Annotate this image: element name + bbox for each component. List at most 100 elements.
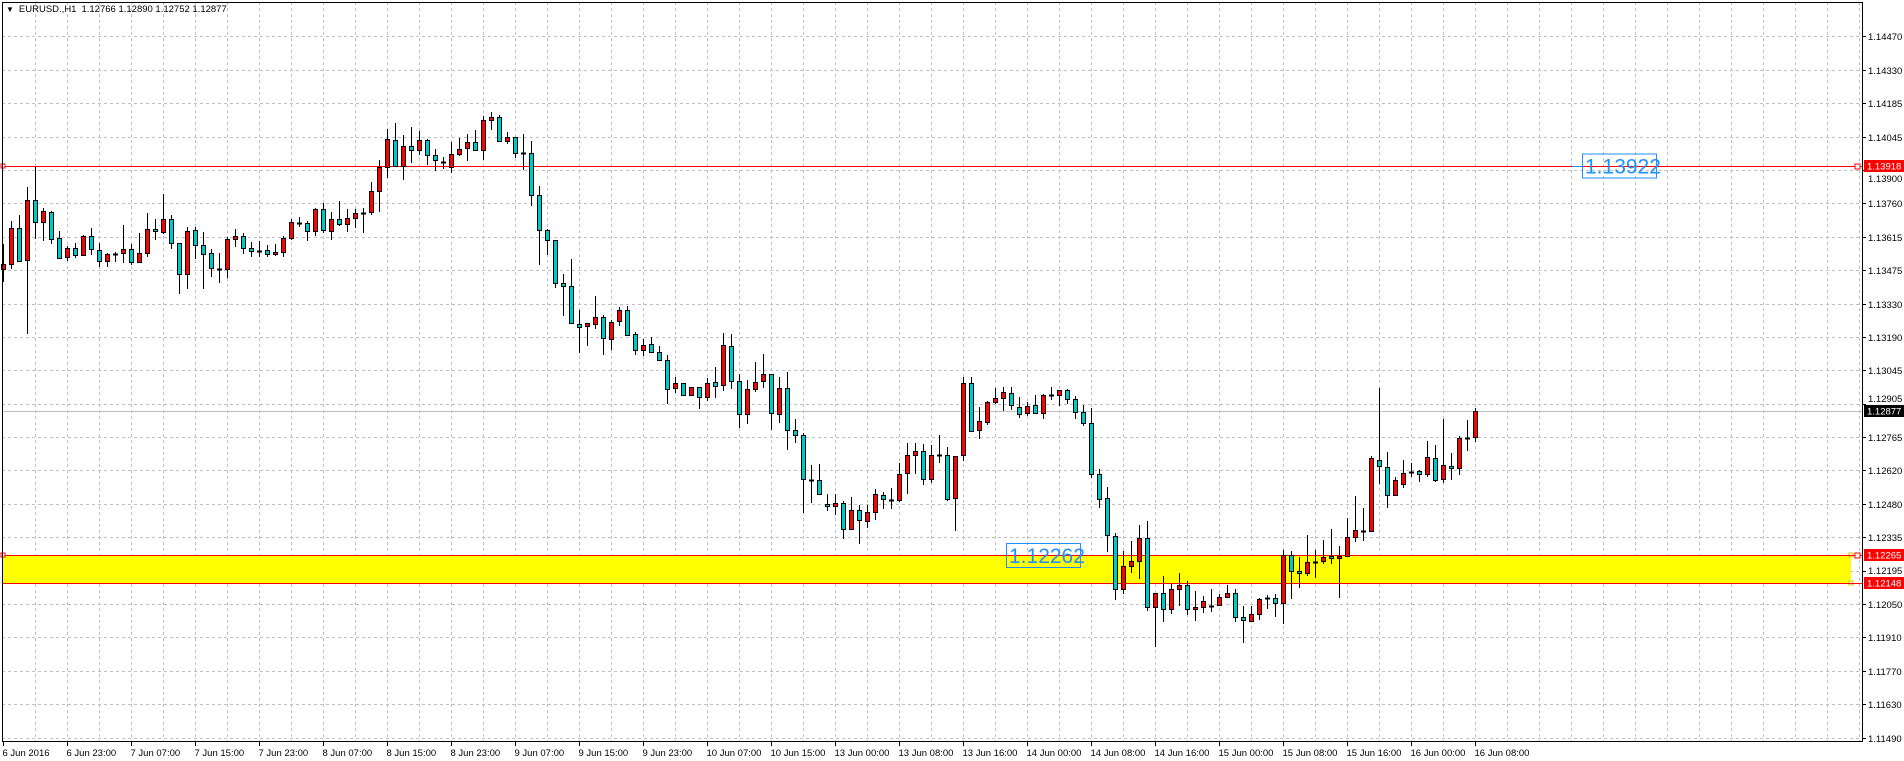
price-tick-label: 1.11770 (1868, 667, 1902, 678)
price-tags: 1.13918 1.12877 1.12265 1.12148 (1864, 160, 1904, 590)
candle (1, 244, 6, 282)
time-tick-label: 16 Jun 00:00 (1411, 748, 1466, 759)
candle-body-bear (1097, 474, 1102, 500)
support-zone-rectangle[interactable] (2, 555, 1851, 583)
candle-body-bear (1433, 458, 1438, 481)
ohlc-readout: 1.12766 1.12890 1.12752 1.12877 (81, 4, 227, 15)
line-handle[interactable] (1854, 552, 1861, 559)
candle-body-bull (913, 451, 918, 456)
candle (753, 362, 758, 392)
candle (993, 388, 998, 404)
candle (497, 115, 502, 142)
symbol-title: EURUSD.,H1 (18, 4, 77, 15)
candle-body-bear (1017, 407, 1022, 415)
candle-body-bear (793, 430, 798, 436)
candle-body-bear (241, 236, 246, 249)
candle-body-bear (649, 344, 654, 353)
upper-price-label[interactable]: 1.13922 (1585, 155, 1661, 178)
candle-body-bull (1041, 395, 1046, 414)
candle (265, 245, 270, 257)
candle-body-bull (273, 252, 278, 255)
price-tick-label: 1.13475 (1868, 266, 1902, 277)
candle (457, 138, 462, 156)
candle (1241, 606, 1246, 643)
support-zone[interactable] (2, 552, 1854, 586)
candle-body-bull (617, 310, 622, 322)
text-labels[interactable]: 1.13922 1.12262 (1006, 153, 1661, 568)
candle-body-bear (177, 243, 182, 275)
candle-body-bear (473, 142, 478, 151)
time-tick-label: 6 Jun 2016 (3, 748, 50, 759)
time-tick-label: 15 Jun 08:00 (1283, 748, 1338, 759)
candle (729, 334, 734, 389)
price-tick-label: 1.13190 (1868, 333, 1902, 344)
price-axis[interactable]: 1.14470 1.14330 1.14185 1.14045 1.13900 1.137… (1862, 32, 1902, 745)
candle (1233, 589, 1238, 622)
candle (281, 236, 286, 257)
candle (569, 259, 574, 324)
candle-body-bull (753, 382, 758, 390)
triangle-down-icon[interactable]: ▼ (6, 5, 14, 14)
candle-body-bear (633, 334, 638, 351)
candle (1329, 529, 1334, 564)
candle-body-bear (1417, 471, 1422, 475)
upper-label-box[interactable] (1582, 153, 1657, 179)
candle (1169, 584, 1174, 614)
candle-body-bull (1345, 537, 1350, 557)
price-tick-label: 1.14470 (1868, 32, 1902, 43)
level-lines[interactable] (0, 163, 1862, 584)
line-handle[interactable] (1854, 163, 1861, 170)
zone-label-box[interactable] (1006, 543, 1081, 568)
candle (121, 225, 126, 263)
candle (209, 249, 214, 277)
candle-body-bull (329, 219, 334, 232)
candle (321, 203, 326, 233)
price-tag-box (1864, 160, 1904, 172)
candle (1177, 573, 1182, 606)
candle-body-bear (497, 117, 502, 142)
candle (745, 380, 750, 424)
candle (385, 129, 390, 178)
candle-body-bull (1257, 599, 1262, 615)
time-axis[interactable]: 6 Jun 2016 6 Jun 23:00 7 Jun 07:00 7 Jun 15… (3, 741, 1530, 759)
candle (473, 130, 478, 151)
candle (929, 445, 934, 483)
zone-top-price-tag: 1.12265 (1864, 549, 1904, 562)
candle (921, 444, 926, 485)
candle (217, 253, 222, 283)
candle (1385, 452, 1390, 508)
candle (833, 494, 838, 515)
candle (361, 208, 366, 233)
candle (905, 443, 910, 494)
candle (969, 377, 974, 432)
candle-body-bear (209, 253, 214, 269)
zone-price-label[interactable]: 1.12262 (1009, 545, 1085, 568)
candle-body-bear (513, 137, 518, 154)
candle-body-bull (953, 456, 958, 499)
candle (153, 219, 158, 240)
candle (553, 240, 558, 288)
candle-body-bear (785, 388, 790, 431)
candle (1369, 456, 1374, 532)
time-tick-label: 7 Jun 23:00 (259, 748, 309, 759)
candle-body-bear (433, 155, 438, 161)
candle (625, 306, 630, 336)
candle (1201, 596, 1206, 613)
candle (409, 127, 414, 163)
candle (1337, 546, 1342, 598)
candle (105, 253, 110, 267)
time-tick-label: 16 Jun 08:00 (1475, 748, 1530, 759)
candle (1017, 397, 1022, 418)
candle-body-bull (417, 140, 422, 151)
zone-handle[interactable] (1848, 580, 1854, 586)
candle-body-bear (1105, 498, 1110, 536)
zone-bottom-price-tag: 1.12148 (1864, 577, 1904, 590)
candle-body-bear (537, 195, 542, 231)
candle (129, 244, 134, 265)
candle (873, 489, 878, 520)
candle-body-bull (1353, 530, 1358, 538)
candle-body-bull (1177, 585, 1182, 590)
candle (249, 242, 254, 257)
price-tick-label: 1.11490 (1868, 734, 1902, 745)
